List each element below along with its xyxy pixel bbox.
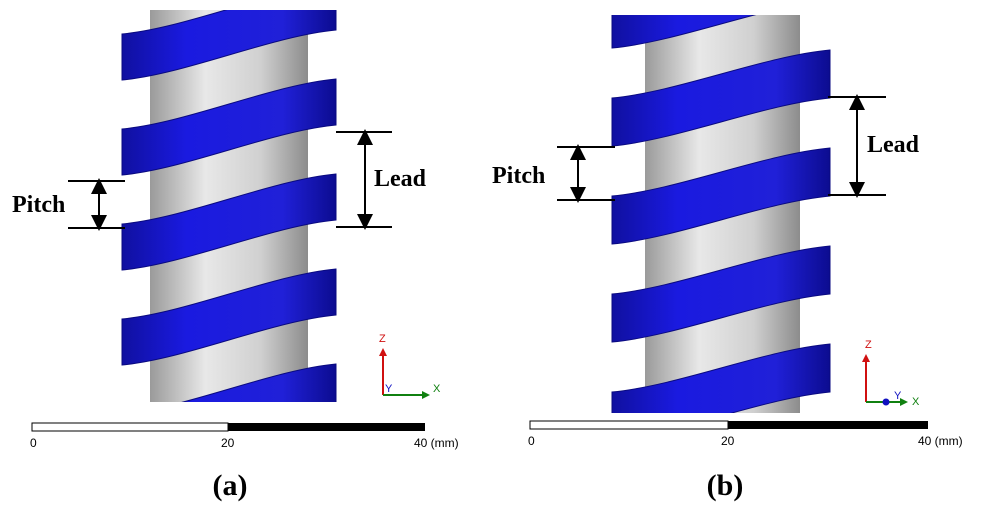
figure: Pitch Lead Z Y X 0 20 40 (mm) (a) Pitch … bbox=[0, 0, 982, 505]
scale-black bbox=[728, 421, 928, 429]
axis-triad-b: Z Y X bbox=[862, 339, 920, 408]
x-label: X bbox=[433, 383, 441, 395]
scale-label: 0 bbox=[528, 434, 535, 448]
z-head bbox=[379, 348, 387, 356]
z-head bbox=[862, 354, 870, 362]
scale-bar-a: 0 20 40 (mm) bbox=[30, 423, 459, 450]
pitch-a: Pitch bbox=[12, 181, 125, 228]
lead-label: Lead bbox=[374, 166, 427, 192]
caption: (b) bbox=[707, 469, 744, 502]
lead-label: Lead bbox=[867, 132, 920, 158]
scale-label: 20 bbox=[721, 434, 735, 448]
pitch-label: Pitch bbox=[492, 163, 545, 189]
x-head bbox=[422, 391, 430, 399]
pitch-label: Pitch bbox=[12, 192, 65, 218]
scale-black bbox=[228, 423, 425, 431]
scale-bar-b: 0 20 40 (mm) bbox=[528, 421, 963, 448]
lead-b: Lead bbox=[828, 97, 920, 195]
z-label: Z bbox=[865, 339, 872, 351]
scale-label: 40 (mm) bbox=[918, 434, 963, 448]
scale-label: 40 (mm) bbox=[414, 436, 459, 450]
scale-white bbox=[32, 423, 228, 431]
scale-label: 0 bbox=[30, 436, 37, 450]
scale-white bbox=[530, 421, 728, 429]
y-label: Y bbox=[385, 383, 393, 395]
screw-a bbox=[122, 0, 336, 460]
axis-triad-a: Z Y X bbox=[379, 333, 441, 399]
y-label: Y bbox=[894, 390, 902, 402]
z-label: Z bbox=[379, 333, 386, 345]
caption: (a) bbox=[213, 469, 248, 502]
lead-a: Lead bbox=[336, 132, 427, 227]
y-axis bbox=[883, 399, 890, 406]
x-label: X bbox=[912, 396, 920, 408]
scale-label: 20 bbox=[221, 436, 235, 450]
pitch-b: Pitch bbox=[492, 147, 615, 200]
screw-b bbox=[612, 0, 830, 440]
